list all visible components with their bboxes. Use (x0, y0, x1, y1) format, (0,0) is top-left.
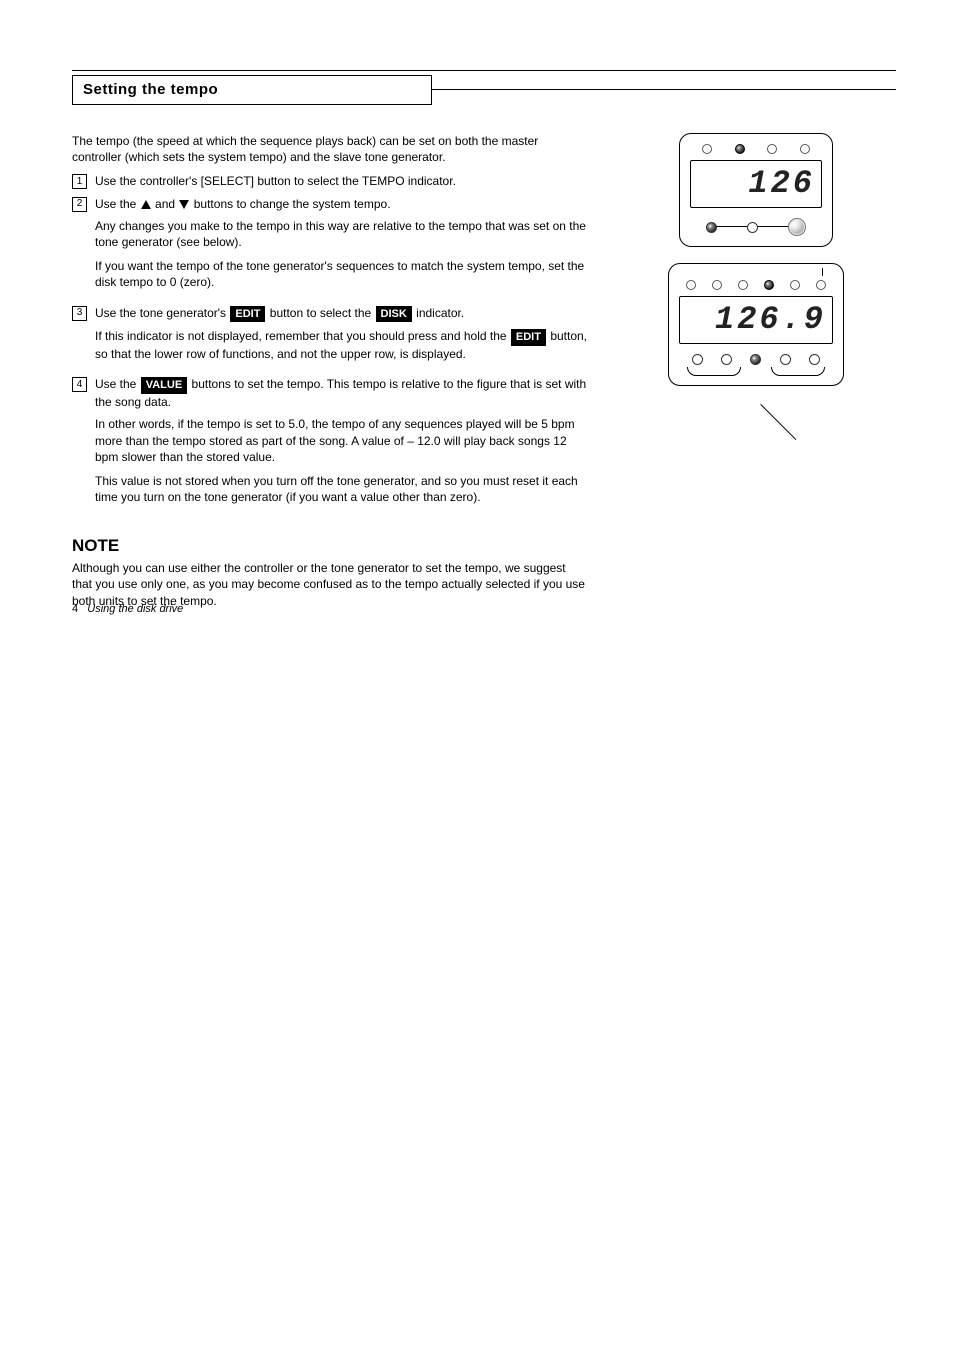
right-column: 126 12 (616, 133, 896, 617)
step-3-note-pre: If this indicator is not displayed, reme… (95, 329, 510, 343)
step-1: 1 Use the controller's [SELECT] button t… (72, 173, 588, 189)
section-header-rule (432, 75, 896, 90)
down-arrow-icon (179, 200, 189, 209)
tg-btn-2[interactable] (721, 354, 732, 365)
tg-led-1 (686, 280, 696, 290)
tg-btn-5[interactable] (809, 354, 820, 365)
controller-button-row (690, 214, 822, 238)
step-4-text: Use the VALUE buttons to set the tempo. … (95, 376, 588, 513)
controller-led-row (690, 144, 822, 160)
step-3-post: indicator. (416, 306, 464, 320)
controller-btn-1[interactable] (706, 222, 717, 233)
step-3-mid: button to select the (270, 306, 375, 320)
callout-line (760, 404, 796, 440)
step-3-note: If this indicator is not displayed, reme… (95, 328, 588, 362)
step-2: 2 Use the and buttons to change the syst… (72, 196, 588, 299)
tg-led-6 (816, 280, 826, 290)
tg-led-2 (712, 280, 722, 290)
led-4 (800, 144, 810, 154)
tg-button-row (679, 350, 833, 365)
section-title-box: Setting the tempo (72, 75, 432, 105)
step-number-2: 2 (72, 197, 87, 212)
group-bracket-right (771, 367, 825, 376)
tg-btn-1[interactable] (692, 354, 703, 365)
tg-led-3 (738, 280, 748, 290)
section-title: Setting the tempo (83, 80, 218, 100)
page-label: Using the disk drive (87, 603, 183, 615)
step-2-note2: If you want the tempo of the tone genera… (95, 258, 588, 290)
controller-lcd: 126 (690, 160, 822, 208)
group-bracket-left (687, 367, 741, 376)
step-3-text: Use the tone generator's EDIT button to … (95, 305, 588, 371)
edit-label-2: EDIT (511, 329, 546, 346)
led-1 (702, 144, 712, 154)
step-3: 3 Use the tone generator's EDIT button t… (72, 305, 588, 371)
step-3-pre: Use the tone generator's (95, 306, 229, 320)
tg-lcd-value: 126.9 (715, 298, 826, 341)
led-3 (767, 144, 777, 154)
left-column: The tempo (the speed at which the sequen… (72, 133, 588, 617)
value-label: VALUE (141, 377, 187, 394)
step-2-pre: Use the (95, 197, 140, 211)
tone-generator-panel: 126.9 (668, 263, 844, 386)
note-title: NOTE (72, 535, 588, 558)
note-block: NOTE Although you can use either the con… (72, 535, 588, 609)
step-number-3: 3 (72, 306, 87, 321)
step-4: 4 Use the VALUE buttons to set the tempo… (72, 376, 588, 513)
step-number-4: 4 (72, 377, 87, 392)
page: Setting the tempo The tempo (the speed a… (0, 0, 954, 647)
tg-lcd: 126.9 (679, 296, 833, 344)
intro-paragraph: The tempo (the speed at which the sequen… (72, 133, 588, 165)
tg-led-4-on (764, 280, 774, 290)
page-footer: 4 Using the disk drive (72, 602, 183, 617)
page-number: 4 (72, 603, 78, 615)
step-2-note: Any changes you make to the tempo in thi… (95, 218, 588, 250)
step-4-pre: Use the (95, 377, 140, 391)
up-arrow-icon (141, 200, 151, 209)
step-2-text: Use the and buttons to change the system… (95, 196, 588, 299)
controller-btn-main[interactable] (788, 218, 806, 236)
step-4-note: In other words, if the tempo is set to 5… (95, 416, 588, 465)
tg-btn-4[interactable] (780, 354, 791, 365)
step-1-body: Use the controller's [SELECT] button to … (95, 174, 456, 188)
step-2-post: buttons to change the system tempo. (194, 197, 391, 211)
top-rule (72, 70, 896, 71)
step-number-1: 1 (72, 174, 87, 189)
tg-led-5 (790, 280, 800, 290)
main-columns: The tempo (the speed at which the sequen… (72, 133, 896, 617)
tg-led-row (679, 274, 833, 296)
controller-lcd-value: 126 (748, 162, 815, 205)
controller-panel: 126 (679, 133, 833, 247)
power-mark-icon (822, 268, 823, 276)
tg-btn-3-on[interactable] (750, 354, 761, 365)
disk-label: DISK (376, 306, 412, 323)
step-1-text: Use the controller's [SELECT] button to … (95, 173, 588, 189)
step-4-note2: This value is not stored when you turn o… (95, 473, 588, 505)
led-2-on (735, 144, 745, 154)
edit-label: EDIT (230, 306, 265, 323)
section-header: Setting the tempo (72, 75, 896, 105)
controller-btn-2[interactable] (747, 222, 758, 233)
